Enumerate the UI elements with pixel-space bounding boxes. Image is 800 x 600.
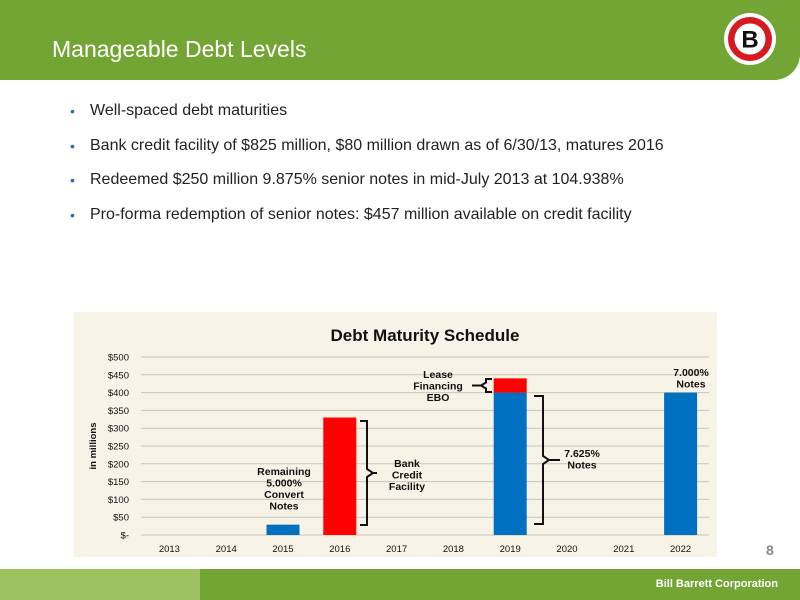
y-tick-label: $50 [113, 513, 129, 524]
brace-7625-notes [534, 395, 551, 525]
bullet-item: • Bank credit facility of $825 million, $… [68, 135, 788, 170]
bullet-text: Redeemed $250 million 9.875% senior note… [90, 171, 624, 188]
annotation-line: Notes [676, 379, 705, 391]
bar [266, 524, 300, 535]
slide-title: Manageable Debt Levels [52, 36, 307, 62]
y-tick-label: $- [121, 531, 129, 542]
footer-bar-right [200, 569, 800, 600]
y-tick-label: $100 [108, 495, 129, 506]
svg-text:B: B [741, 27, 758, 54]
annotation-line: Financing [413, 381, 463, 393]
annotation-line: 5.000% [266, 478, 302, 490]
bullet-text: Bank credit facility of $825 million, $8… [90, 136, 664, 154]
bullet-item: • Pro-forma redemption of senior notes: $… [68, 204, 788, 239]
bullet-list: • Well-spaced debt maturities • Bank credi… [68, 100, 788, 238]
bullet-text: Pro-forma redemption of senior notes: $4… [90, 205, 632, 223]
annotation-line: Facility [389, 481, 425, 493]
annotation-line: Convert [264, 489, 304, 501]
page-number: 8 [766, 542, 774, 558]
annotation-lease-financing: Lease Financing EBO [413, 369, 463, 404]
company-logo-icon: B [724, 13, 776, 65]
company-name: Bill Barrett Corporation [655, 578, 778, 590]
bar [493, 378, 527, 393]
debt-maturity-chart: Debt Maturity Schedule $- $50 $100 $150 $200 $… [88, 326, 709, 555]
chart-panel: Debt Maturity Schedule $- $50 $100 $150 $200 $… [74, 312, 717, 557]
y-tick-label: $200 [108, 459, 129, 470]
bullet-text: Well-spaced debt maturities [90, 102, 288, 119]
bullet-dot-icon: • [70, 103, 75, 119]
title-bar [0, 0, 800, 80]
y-tick-label: $450 [108, 370, 129, 381]
bar [323, 417, 357, 535]
annotation-line: EBO [427, 392, 450, 404]
annotation-line: Bank [394, 458, 420, 470]
y-tick-label: $400 [108, 388, 129, 399]
bar [664, 392, 698, 535]
x-tick-label: 2022 [670, 544, 691, 555]
x-tick-label: 2017 [386, 544, 407, 555]
y-tick-label: $500 [108, 353, 129, 364]
bullet-dot-icon: • [70, 137, 75, 154]
y-tick-label: $250 [108, 442, 129, 453]
annotation-line: Notes [269, 501, 298, 513]
y-axis-label: in millions [88, 423, 99, 470]
annotation-7625-notes: 7.625% Notes [564, 448, 600, 472]
annotation-line: Credit [392, 470, 423, 482]
bar [493, 392, 527, 535]
bullet-dot-icon: • [70, 172, 75, 188]
brace-lease-financing [479, 378, 492, 393]
x-tick-label: 2021 [613, 544, 634, 555]
annotation-convert-notes: Remaining 5.000% Convert Notes [257, 466, 311, 513]
x-tick-label: 2019 [500, 544, 521, 555]
x-tick-label: 2020 [556, 544, 577, 555]
annotation-bank-credit-facility: Bank Credit Facility [389, 458, 425, 493]
x-tick-label: 2013 [159, 544, 180, 555]
annotation-line: 7.625% [564, 448, 600, 460]
chart-title: Debt Maturity Schedule [331, 326, 520, 345]
annotation-line: Lease [423, 369, 453, 381]
brace-bank-facility [360, 420, 375, 526]
annotation-line: Notes [567, 460, 596, 472]
x-tick-label: 2016 [329, 544, 350, 555]
x-tick-label: 2015 [272, 544, 293, 555]
x-tick-label: 2014 [216, 544, 237, 555]
bullet-dot-icon: • [70, 206, 75, 223]
annotation-line: Remaining [257, 466, 311, 478]
y-tick-label: $300 [108, 424, 129, 435]
footer-bar-left [0, 569, 200, 600]
y-tick-label: $150 [108, 477, 129, 488]
y-tick-label: $350 [108, 406, 129, 417]
bullet-item: • Well-spaced debt maturities [68, 100, 788, 135]
x-tick-label: 2018 [443, 544, 464, 555]
annotation-line: 7.000% [673, 367, 709, 379]
bullet-item: • Redeemed $250 million 9.875% senior not… [68, 169, 788, 204]
annotation-7000-notes: 7.000% Notes [673, 367, 709, 391]
